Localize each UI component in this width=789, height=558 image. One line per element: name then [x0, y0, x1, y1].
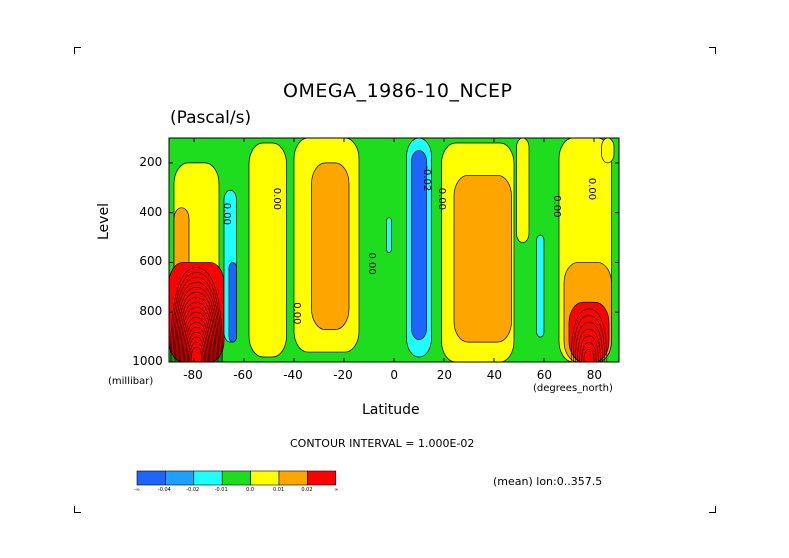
x-tick-label: -20: [333, 368, 353, 382]
colorbar-swatch: [136, 470, 166, 486]
x-axis-label: Latitude: [362, 402, 420, 418]
colorbar-swatch: [307, 470, 337, 486]
x-unit-label: (degrees_north): [533, 383, 613, 394]
colorbar-swatch: [221, 470, 251, 486]
contour-line: [171, 272, 222, 362]
y-axis-label: Level: [96, 203, 112, 240]
contour-line: [583, 349, 595, 362]
y-tick-label: 200: [139, 154, 163, 169]
contour-interval-text: CONTOUR INTERVAL = 1.000E-02: [290, 437, 475, 450]
axis-ticks: [169, 138, 619, 363]
contour-line: [577, 328, 601, 362]
contour-region-yellow-14: [516, 138, 530, 243]
contour-region-yellow-19: [601, 138, 615, 164]
colorbar-label: -0.04: [157, 487, 171, 493]
contour-line: [182, 316, 211, 362]
contour-line: [579, 335, 599, 362]
contour-line: [570, 308, 608, 362]
contour-line: [581, 342, 597, 362]
contour-label: 0.00: [586, 178, 597, 200]
contour-region-orange-13: [453, 174, 512, 343]
colorbar: [136, 470, 337, 486]
colorbar-swatch: [250, 470, 280, 486]
contour-line: [188, 336, 205, 362]
contour-line: [176, 292, 217, 362]
y-tick-label: 600: [139, 254, 163, 269]
x-tick-label: 60: [536, 368, 553, 382]
contour-region-yellow-6: [248, 142, 287, 358]
contour-line: [184, 321, 209, 362]
contour-line: [177, 296, 216, 362]
x-tick-label: -60: [233, 368, 253, 382]
contour-label: 0.00: [221, 203, 232, 225]
x-tick-label: 20: [436, 368, 453, 382]
x-tick-label: 80: [586, 368, 603, 382]
contour-label: 0.00: [436, 188, 447, 210]
y-tick-label: 400: [139, 204, 163, 219]
contour-line: [575, 322, 603, 362]
colorbar-swatch: [193, 470, 223, 486]
contour-line: [185, 326, 208, 362]
contour-label: -0.02: [421, 165, 432, 191]
colorbar-label: 0.02: [301, 487, 313, 493]
contour-region-cyan-9: [386, 217, 392, 253]
corner-mark-bottom-right: [709, 506, 716, 513]
colorbar-label: ∞: [334, 487, 339, 493]
contour-label: 0.00: [291, 302, 302, 324]
contour-labels: 0.00 0.00 0.00 0.00 -0.02 0.00 0.00 0.00: [221, 165, 597, 324]
contour-line: [173, 282, 220, 362]
contour-line: [189, 341, 204, 362]
colorbar-label: 0.01: [273, 487, 285, 493]
y-tick-label: 1000: [132, 354, 163, 368]
contour-region-blue-11: [411, 150, 427, 340]
x-tick-label: 40: [486, 368, 503, 382]
contour-line: [175, 287, 218, 362]
footer-text: (mean) lon:0..357.5: [493, 475, 603, 488]
contour-line: [179, 301, 214, 362]
colorbar-label: -∞: [134, 487, 140, 493]
x-tick-label: -80: [183, 368, 203, 382]
contour-line: [190, 346, 203, 362]
contour-line: [572, 315, 606, 362]
contour-line: [181, 311, 212, 362]
contour-label: 0.00: [551, 195, 562, 217]
corner-mark-top-right: [709, 47, 716, 54]
chart-title: OMEGA_1986-10_NCEP: [283, 80, 513, 102]
contour-line: [172, 277, 221, 362]
corner-mark-top-left: [74, 47, 81, 54]
contour-region-cyan-15: [536, 234, 545, 338]
contour-region-orange-8: [311, 162, 350, 330]
y-unit-label: (millibar): [108, 376, 154, 387]
contour-line: [186, 331, 207, 362]
corner-mark-bottom-left: [74, 506, 81, 513]
contour-region-blue-5: [228, 262, 237, 343]
contour-label: 0.00: [271, 188, 282, 210]
colorbar-swatch: [165, 470, 195, 486]
contour-line: [169, 267, 224, 362]
contour-line-layer: [169, 267, 608, 362]
x-tick-label: -40: [283, 368, 303, 382]
y-tick-label: 800: [139, 304, 163, 319]
contour-line: [180, 306, 213, 362]
contour-fill-layer: [169, 138, 619, 362]
contour-region-red-18: [568, 301, 610, 362]
chart-subtitle: (Pascal/s): [170, 108, 252, 128]
x-tick-label: 0: [390, 368, 399, 382]
colorbar-label: 0.0: [246, 487, 255, 493]
colorbar-label: -0.01: [214, 487, 228, 493]
contour-label: 0.00: [366, 252, 377, 274]
colorbar-label: -0.02: [186, 487, 200, 493]
colorbar-swatch: [278, 470, 308, 486]
